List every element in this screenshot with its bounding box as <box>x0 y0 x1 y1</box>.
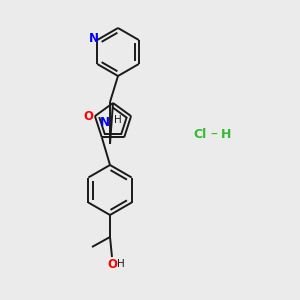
Text: H: H <box>117 259 125 269</box>
Text: H: H <box>221 128 231 142</box>
Text: H: H <box>114 115 122 125</box>
Text: O: O <box>83 110 93 123</box>
Text: O: O <box>107 257 117 271</box>
Text: N: N <box>89 32 99 46</box>
Text: Cl: Cl <box>194 128 207 142</box>
Text: –: – <box>211 128 218 142</box>
Text: N: N <box>100 116 110 128</box>
